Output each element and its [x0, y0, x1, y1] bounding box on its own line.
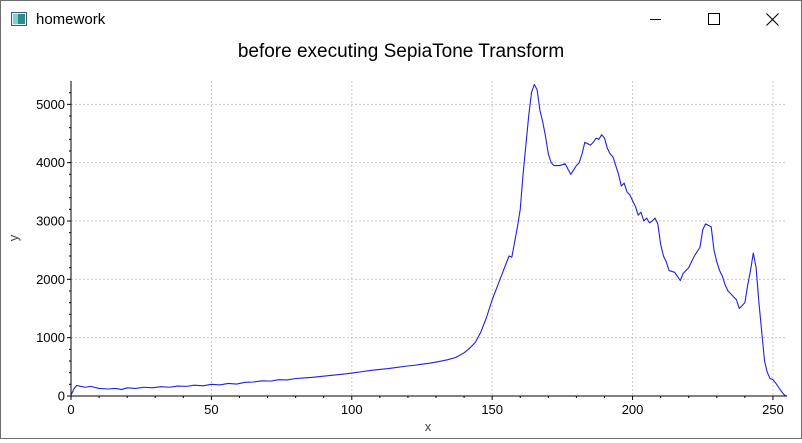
x-axis-label: x: [425, 419, 432, 434]
y-tick-label: 5000: [36, 97, 65, 112]
title-bar[interactable]: homework: [1, 1, 801, 37]
app-window-icon: [11, 12, 27, 26]
x-tick-label: 100: [341, 402, 363, 417]
y-tick-label: 0: [58, 389, 65, 404]
y-tick-label: 3000: [36, 214, 65, 229]
window-title: homework: [36, 11, 106, 28]
y-tick-label: 2000: [36, 272, 65, 287]
x-tick-label: 0: [67, 402, 74, 417]
x-tick-label: 200: [622, 402, 644, 417]
y-tick-label: 1000: [36, 330, 65, 345]
y-axis-label: y: [6, 234, 21, 241]
close-button[interactable]: [743, 1, 801, 37]
x-tick-label: 150: [481, 402, 503, 417]
close-icon: [765, 12, 779, 26]
x-tick-label: 50: [204, 402, 218, 417]
y-tick-label: 4000: [36, 155, 65, 170]
maximize-icon: [708, 13, 720, 25]
x-tick-label: 250: [762, 402, 784, 417]
maximize-button[interactable]: [685, 1, 743, 37]
histogram-chart: before executing SepiaTone Transform 0 50…: [6, 41, 788, 434]
series-line-0: [70, 83, 788, 397]
chart-area: before executing SepiaTone Transform 0 50…: [1, 37, 801, 438]
chart-title: before executing SepiaTone Transform: [238, 41, 564, 62]
minimize-button[interactable]: [627, 1, 685, 37]
minimize-icon: [650, 19, 661, 20]
